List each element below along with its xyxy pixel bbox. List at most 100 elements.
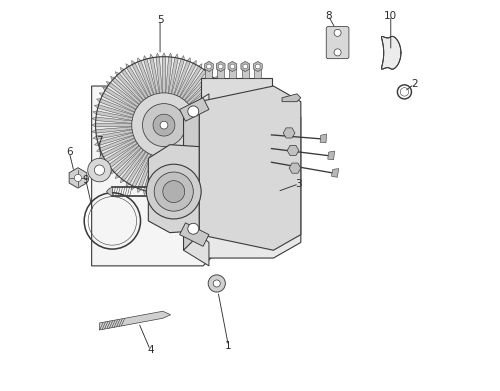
Polygon shape [166,156,172,197]
Text: 4: 4 [147,345,154,355]
Polygon shape [320,134,326,143]
Polygon shape [92,124,132,127]
Polygon shape [156,53,162,94]
Polygon shape [195,127,236,133]
Text: 9: 9 [82,175,89,185]
Polygon shape [180,98,209,121]
Polygon shape [166,53,172,94]
Polygon shape [92,117,133,124]
Polygon shape [69,168,87,188]
Circle shape [206,64,212,69]
Polygon shape [102,87,138,110]
Bar [254,66,262,78]
Polygon shape [180,64,202,99]
Polygon shape [92,127,133,133]
Polygon shape [150,54,160,95]
Polygon shape [332,169,339,177]
Circle shape [218,64,223,69]
Circle shape [243,64,248,69]
Bar [206,66,212,78]
Polygon shape [102,140,138,163]
Polygon shape [328,151,334,160]
Polygon shape [195,124,236,127]
Bar [242,66,249,78]
Polygon shape [180,223,209,246]
Polygon shape [126,151,148,187]
Polygon shape [186,76,218,105]
Polygon shape [194,130,235,140]
Circle shape [213,280,220,287]
Polygon shape [138,57,154,97]
Polygon shape [197,102,301,258]
Circle shape [142,104,186,147]
Polygon shape [184,94,209,266]
Polygon shape [184,147,212,179]
Bar [229,66,236,78]
PathPatch shape [382,36,401,69]
Polygon shape [115,72,144,103]
Bar [217,66,224,78]
Polygon shape [100,311,170,330]
Polygon shape [282,94,301,102]
Polygon shape [216,61,225,72]
Polygon shape [172,155,184,195]
Polygon shape [168,156,178,196]
Polygon shape [96,135,136,151]
Circle shape [334,29,341,36]
Polygon shape [192,99,232,115]
Polygon shape [182,67,208,101]
Polygon shape [144,155,156,195]
FancyBboxPatch shape [326,27,349,59]
Polygon shape [199,86,301,250]
Polygon shape [194,111,235,120]
Polygon shape [186,145,218,174]
Polygon shape [188,143,222,169]
Polygon shape [92,86,218,266]
Polygon shape [162,156,166,197]
Circle shape [132,93,196,157]
Polygon shape [201,78,272,102]
Polygon shape [162,53,166,94]
Polygon shape [138,154,154,193]
Circle shape [230,64,235,69]
Circle shape [146,164,201,219]
Text: 1: 1 [225,341,232,351]
Polygon shape [174,154,190,193]
Polygon shape [192,93,228,112]
Circle shape [163,181,184,203]
Circle shape [74,174,82,181]
Circle shape [154,172,194,211]
Circle shape [256,64,260,69]
Polygon shape [156,156,162,197]
Polygon shape [144,56,156,95]
Polygon shape [289,163,301,173]
Polygon shape [204,61,214,72]
Polygon shape [190,87,226,110]
Circle shape [188,106,199,117]
Polygon shape [110,145,142,174]
Polygon shape [228,61,237,72]
Polygon shape [94,105,134,118]
Text: 2: 2 [411,79,418,89]
Polygon shape [120,67,146,101]
Polygon shape [96,99,136,115]
Polygon shape [174,57,190,97]
Text: 3: 3 [296,179,302,189]
Polygon shape [254,61,262,72]
Polygon shape [132,152,151,190]
Polygon shape [106,82,140,107]
Polygon shape [283,128,295,138]
Polygon shape [194,133,234,145]
Polygon shape [184,102,199,250]
Text: 6: 6 [66,147,72,158]
Polygon shape [150,156,160,196]
Polygon shape [94,133,134,145]
Circle shape [88,158,111,182]
Polygon shape [106,187,112,196]
Polygon shape [184,72,212,103]
Polygon shape [93,130,134,140]
Polygon shape [132,60,151,98]
Text: 7: 7 [96,136,103,146]
Text: 5: 5 [157,14,164,25]
Polygon shape [182,149,208,183]
